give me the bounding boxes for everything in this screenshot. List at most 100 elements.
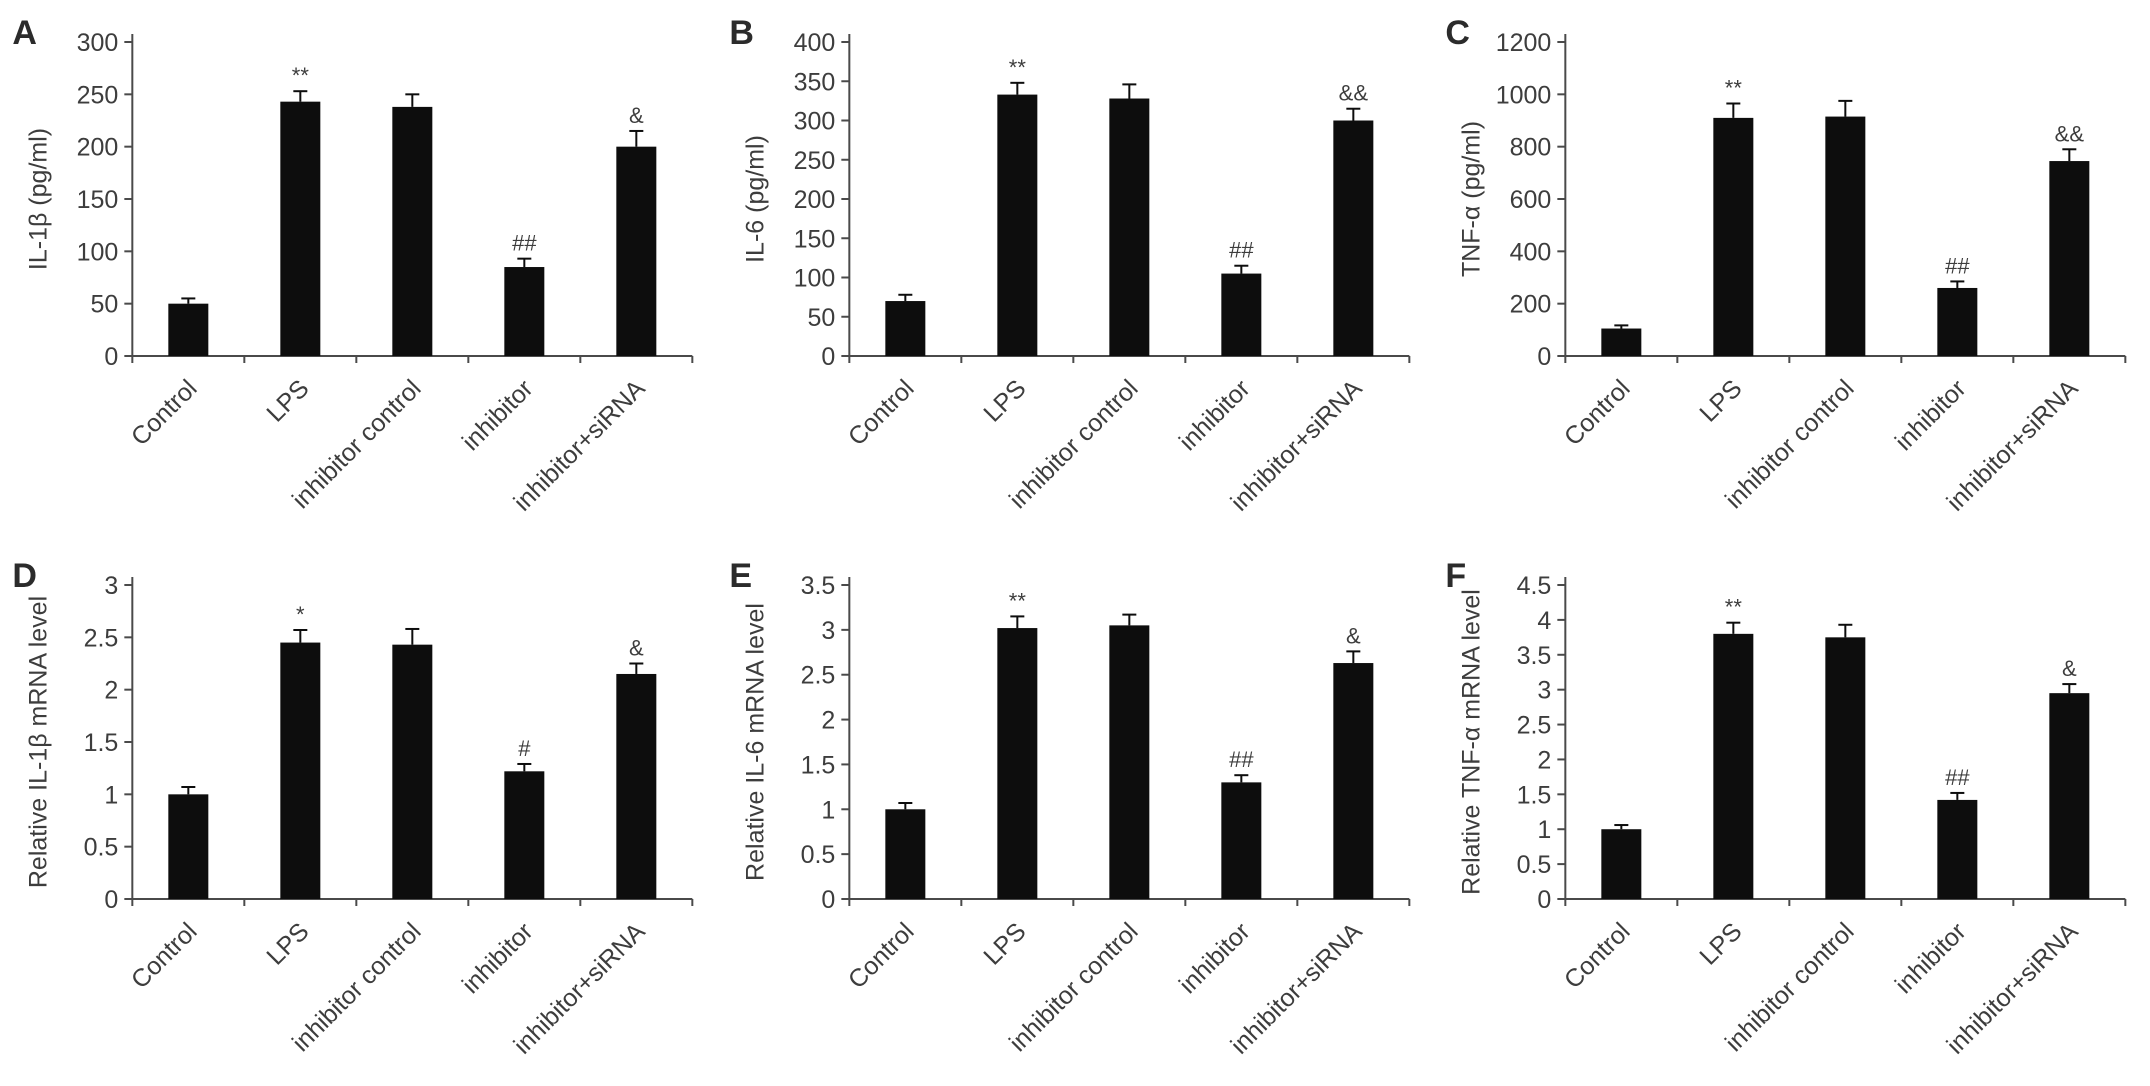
chart-panel-b: B IL-6 (pg/ml) 0 50 100 150 200 250 300 350 400 Con…	[717, 0, 1434, 543]
bar-inhibitor-control	[1825, 637, 1866, 899]
panel-letter: C	[1446, 14, 1471, 52]
y-tick-label: 0	[104, 343, 118, 371]
x-category-label: inhibitor	[1890, 374, 1972, 456]
panel-letter: D	[12, 557, 37, 595]
bar-chart-A: A IL-1β (pg/ml) 0 50 100 150 200 250 300 Control *…	[12, 14, 694, 517]
bar-lps	[996, 94, 1037, 356]
y-tick-label: 2.5	[84, 624, 119, 652]
significance-annotation: ##	[1945, 765, 1970, 790]
y-tick-label: 3	[104, 572, 118, 600]
y-tick-label: 2	[1538, 746, 1552, 774]
y-axis-label: TNF-α (pg/ml)	[1458, 121, 1486, 277]
bar-control	[1601, 328, 1642, 356]
y-tick-label: 2.5	[1517, 712, 1552, 740]
y-tick-label: 50	[807, 304, 835, 332]
x-category-label: inhibitor	[457, 374, 539, 456]
y-tick-label: 3.5	[1517, 642, 1552, 670]
bar-inhibitor-sirna	[616, 673, 657, 899]
bar-inhibitor-sirna	[1332, 663, 1373, 899]
y-tick-label: 200	[793, 186, 835, 214]
panel-letter: B	[729, 14, 754, 52]
significance-annotation: ##	[1229, 747, 1254, 772]
bar-inhibitor-control	[1108, 98, 1149, 357]
panel-letter: A	[12, 14, 37, 52]
y-axis-label: IL-1β (pg/ml)	[24, 128, 52, 270]
y-axis-label: Relative IL-6 mRNA level	[741, 603, 769, 881]
significance-annotation: &	[629, 636, 644, 661]
y-tick-label: 600	[1510, 186, 1552, 214]
y-tick-label: 300	[793, 108, 835, 136]
significance-annotation: ##	[512, 231, 537, 256]
bar-chart-B: B IL-6 (pg/ml) 0 50 100 150 200 250 300 350 400 Con…	[729, 14, 1410, 517]
bar-inhibitor-sirna	[2049, 693, 2090, 899]
y-tick-label: 350	[793, 68, 835, 96]
bar-control	[884, 301, 925, 356]
chart-panel-d: D Relative IL-1β mRNA level 0 0.5 1 1.5 2 2.5 3 C…	[0, 543, 717, 1086]
panel-letter: E	[729, 557, 752, 595]
y-tick-label: 1	[1538, 816, 1552, 844]
bar-inhibitor	[1937, 799, 1978, 899]
bar-chart-C: C TNF-α (pg/ml) 0 200 400 600 800 1000 1200 Contr…	[1446, 14, 2127, 517]
y-tick-label: 0	[821, 886, 835, 914]
chart-panel-a: A IL-1β (pg/ml) 0 50 100 150 200 250 300 Control *…	[0, 0, 717, 543]
y-tick-label: 3	[821, 617, 835, 645]
y-tick-label: 2	[821, 707, 835, 735]
x-category-label: LPS	[261, 374, 314, 427]
bar-lps	[280, 101, 321, 356]
y-tick-label: 0	[1538, 343, 1552, 371]
y-tick-label: 1200	[1496, 29, 1552, 57]
x-category-label: inhibitor	[1890, 917, 1972, 999]
y-tick-label: 400	[1510, 238, 1552, 266]
bar-inhibitor-sirna	[616, 146, 657, 356]
x-category-label: inhibitor	[1174, 374, 1256, 456]
x-category-label: LPS	[1695, 374, 1748, 427]
significance-annotation: **	[1725, 595, 1743, 620]
x-category-label: LPS	[978, 917, 1031, 970]
significance-annotation: &&	[1338, 81, 1368, 106]
y-tick-label: 400	[793, 29, 835, 57]
y-tick-label: 3.5	[800, 572, 835, 600]
y-tick-label: 4.5	[1517, 572, 1552, 600]
significance-annotation: &	[1346, 623, 1361, 648]
bar-inhibitor-control	[1825, 116, 1866, 356]
bar-inhibitor-control	[392, 644, 433, 899]
y-tick-label: 2.5	[800, 662, 835, 690]
y-tick-label: 300	[77, 29, 119, 57]
y-axis-label: Relative IL-1β mRNA level	[24, 596, 52, 888]
x-category-label: Control	[842, 917, 919, 994]
bar-inhibitor	[1937, 287, 1978, 356]
bar-control	[884, 809, 925, 899]
x-category-label: inhibitor	[1174, 917, 1256, 999]
bar-inhibitor-control	[1108, 625, 1149, 899]
bar-inhibitor	[504, 771, 545, 899]
panel-letter: F	[1446, 557, 1467, 595]
y-tick-label: 800	[1510, 134, 1552, 162]
y-tick-label: 1	[104, 781, 118, 809]
significance-annotation: &&	[2055, 121, 2085, 146]
significance-annotation: ##	[1229, 238, 1254, 263]
significance-annotation: **	[1725, 75, 1743, 100]
y-tick-label: 0	[821, 343, 835, 371]
significance-annotation: **	[1008, 588, 1026, 613]
y-tick-label: 1.5	[800, 751, 835, 779]
x-category-label: Control	[126, 374, 203, 451]
significance-annotation: #	[518, 736, 531, 761]
x-category-label: Control	[1559, 917, 1636, 994]
x-category-label: inhibitor	[457, 917, 539, 999]
x-category-label: LPS	[1695, 917, 1748, 970]
y-tick-label: 100	[793, 265, 835, 293]
bar-control	[168, 794, 209, 899]
significance-annotation: &	[629, 103, 644, 128]
x-category-label: Control	[126, 917, 203, 994]
bar-chart-E: E Relative IL-6 mRNA level 0 0.5 1 1.5 2 2.5 3 3.…	[729, 557, 1410, 1060]
bar-lps	[1713, 633, 1754, 899]
y-tick-label: 0.5	[1517, 851, 1552, 879]
y-tick-label: 1.5	[1517, 781, 1552, 809]
y-tick-label: 0.5	[800, 841, 835, 869]
y-tick-label: 0	[1538, 886, 1552, 914]
y-tick-label: 250	[793, 147, 835, 175]
y-tick-label: 3	[1538, 677, 1552, 705]
y-tick-label: 2	[104, 677, 118, 705]
